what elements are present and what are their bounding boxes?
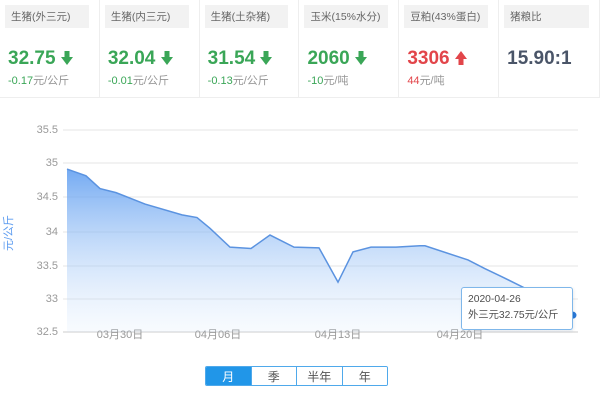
svg-text:34: 34 <box>46 226 58 238</box>
svg-text:33: 33 <box>46 293 58 305</box>
svg-text:34.5: 34.5 <box>37 191 58 203</box>
svg-text:32.5: 32.5 <box>37 326 58 338</box>
svg-text:35: 35 <box>46 157 58 169</box>
svg-text:35.5: 35.5 <box>37 124 58 136</box>
svg-text:33.5: 33.5 <box>37 260 58 272</box>
svg-text:元/公斤: 元/公斤 <box>2 215 15 251</box>
